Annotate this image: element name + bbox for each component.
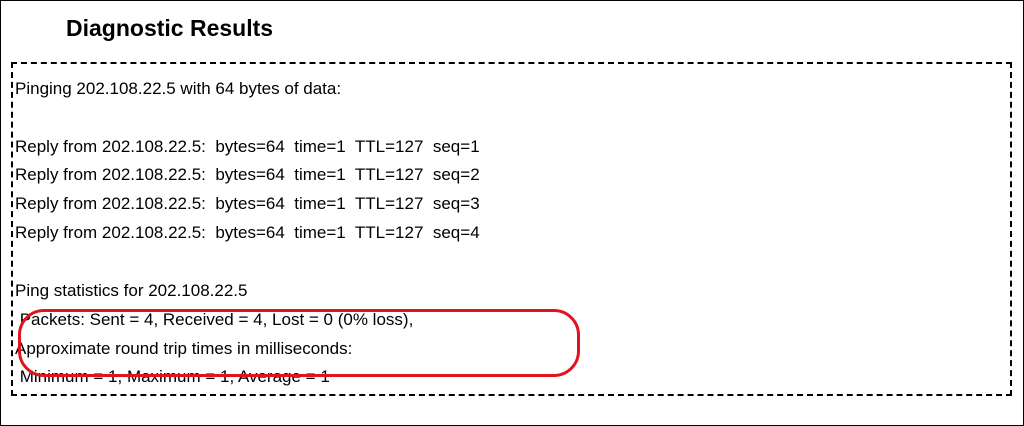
result-line: Reply from 202.108.22.5: bytes=64 time=1… bbox=[15, 165, 480, 184]
results-box bbox=[11, 62, 1012, 396]
result-line: Reply from 202.108.22.5: bytes=64 time=1… bbox=[15, 223, 480, 242]
result-line: Reply from 202.108.22.5: bytes=64 time=1… bbox=[15, 194, 480, 213]
highlight-oval bbox=[18, 309, 580, 377]
result-line: Approximate round trip times in millisec… bbox=[15, 339, 353, 358]
result-line: Reply from 202.108.22.5: bytes=64 time=1… bbox=[15, 137, 480, 156]
result-line: Pinging 202.108.22.5 with 64 bytes of da… bbox=[15, 79, 342, 98]
result-line: Packets: Sent = 4, Received = 4, Lost = … bbox=[15, 310, 414, 329]
result-line: Ping statistics for 202.108.22.5 bbox=[15, 281, 248, 300]
section-title: Diagnostic Results bbox=[66, 15, 274, 41]
